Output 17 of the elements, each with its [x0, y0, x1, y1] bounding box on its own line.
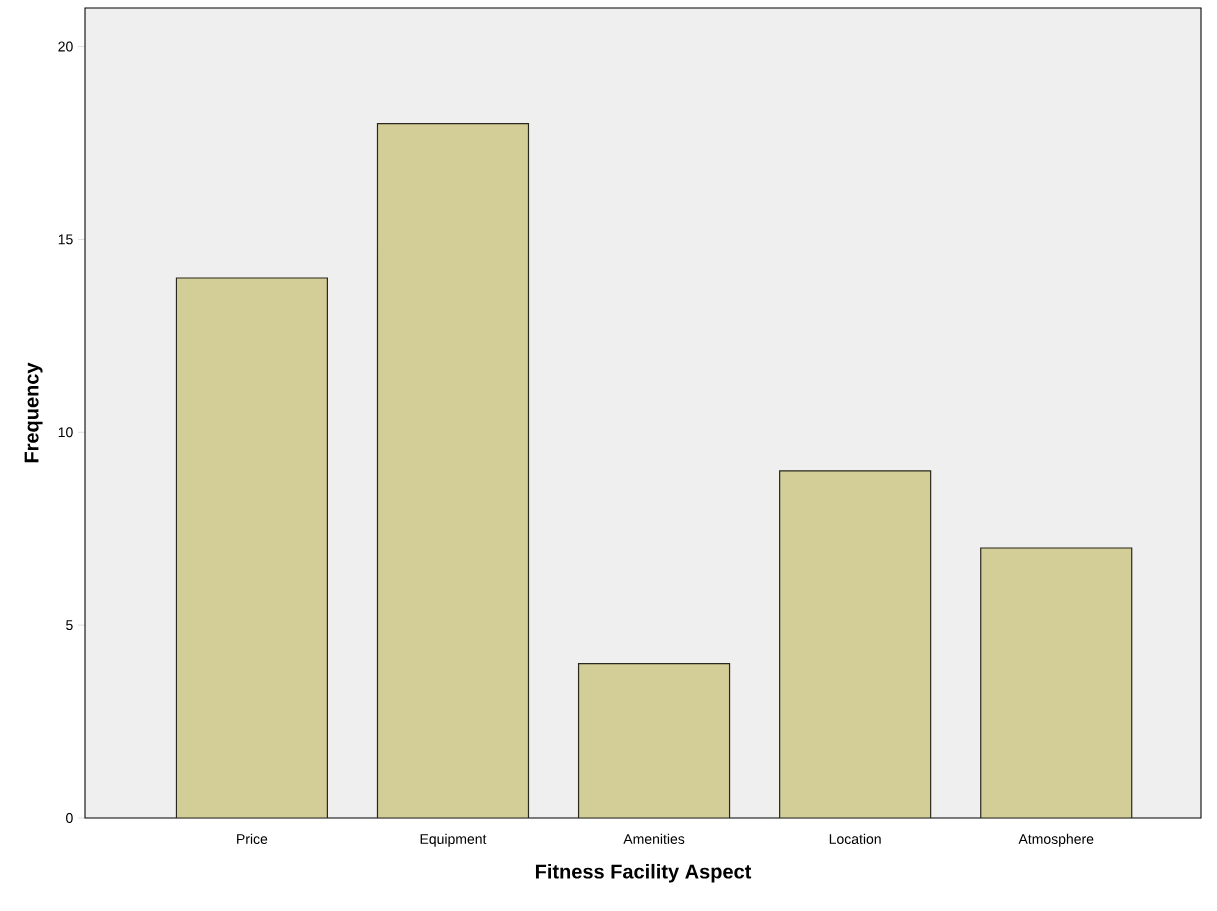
- bar: [377, 123, 529, 818]
- x-axis-title: Fitness Facility Aspect: [535, 863, 752, 883]
- x-tick-label: Amenities: [623, 833, 685, 844]
- y-tick-label: 5: [66, 620, 73, 631]
- x-tick-label: Equipment: [420, 833, 487, 847]
- bar: [577, 663, 731, 818]
- y-tick-label: 15: [58, 234, 73, 245]
- x-tick-label: Price: [237, 833, 268, 844]
- x-tick-label: Location: [829, 833, 881, 844]
- y-tick-label: 20: [58, 41, 73, 52]
- bar: [779, 470, 932, 818]
- y-axis-title: Frequency: [24, 362, 43, 463]
- bar: [980, 547, 1133, 818]
- y-tick-label: 10: [58, 427, 73, 438]
- bar: [175, 277, 328, 818]
- y-tick-label: 0: [66, 813, 73, 823]
- x-tick-label: Atmosphere: [1018, 833, 1094, 847]
